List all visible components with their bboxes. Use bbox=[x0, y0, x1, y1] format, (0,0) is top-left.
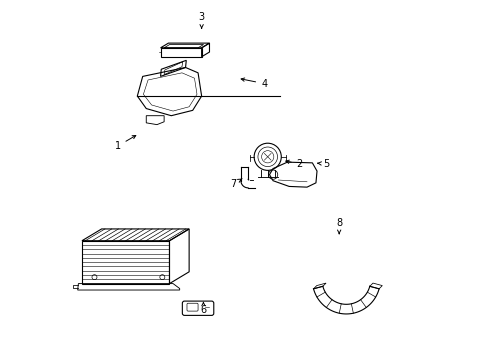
Text: 5: 5 bbox=[317, 159, 329, 169]
Text: 2: 2 bbox=[285, 159, 303, 169]
Text: 6: 6 bbox=[200, 302, 206, 315]
FancyBboxPatch shape bbox=[182, 301, 213, 315]
Text: 1: 1 bbox=[114, 135, 136, 151]
Text: 8: 8 bbox=[335, 218, 342, 234]
Text: 4: 4 bbox=[241, 78, 266, 89]
Text: 3: 3 bbox=[198, 13, 204, 28]
FancyBboxPatch shape bbox=[186, 303, 198, 311]
Text: 7: 7 bbox=[230, 179, 242, 189]
